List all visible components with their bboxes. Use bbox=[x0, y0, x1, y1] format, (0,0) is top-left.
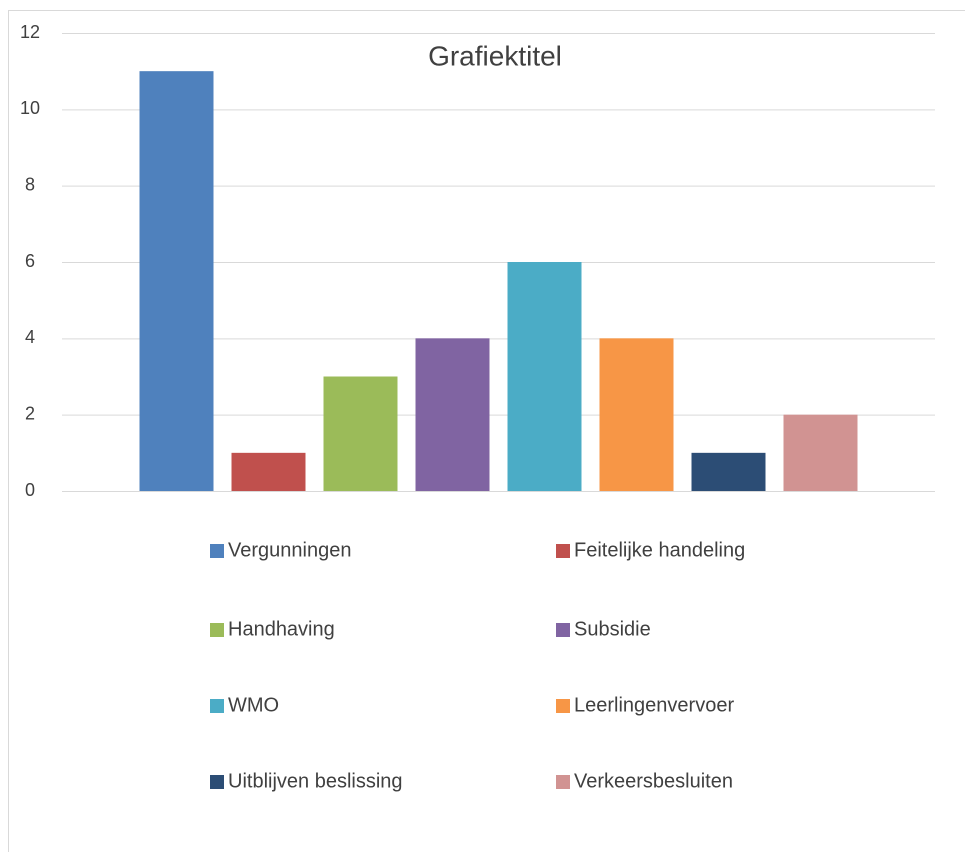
y-tick-label: 10 bbox=[20, 98, 40, 118]
legend-label: Verkeersbesluiten bbox=[574, 770, 733, 792]
y-tick-label: 2 bbox=[25, 403, 35, 423]
bar bbox=[231, 452, 306, 491]
legend-label: Vergunningen bbox=[228, 539, 351, 561]
bar bbox=[691, 452, 766, 491]
legend-label: WMO bbox=[228, 694, 279, 716]
y-tick-label: 12 bbox=[20, 22, 40, 42]
bar bbox=[507, 262, 582, 491]
y-tick-label: 6 bbox=[25, 251, 35, 271]
legend-label: Feitelijke handeling bbox=[574, 539, 745, 561]
legend-swatch bbox=[210, 699, 224, 713]
bar bbox=[139, 71, 214, 492]
legend-swatch bbox=[556, 544, 570, 558]
chart-title: Grafiektitel bbox=[428, 40, 562, 71]
y-tick-label: 8 bbox=[25, 174, 35, 194]
bar bbox=[415, 338, 490, 491]
bar bbox=[599, 338, 674, 491]
legend-label: Leerlingenvervoer bbox=[574, 694, 734, 716]
legend-swatch bbox=[210, 775, 224, 789]
legend-swatch bbox=[556, 623, 570, 637]
y-tick-label: 4 bbox=[25, 327, 35, 347]
bar bbox=[783, 414, 858, 491]
y-tick-label: 0 bbox=[25, 480, 35, 500]
legend-swatch bbox=[210, 623, 224, 637]
legend-label: Subsidie bbox=[574, 618, 651, 640]
bar bbox=[323, 376, 398, 491]
legend-swatch bbox=[556, 775, 570, 789]
legend-label: Handhaving bbox=[228, 618, 335, 640]
legend-swatch bbox=[556, 699, 570, 713]
legend-label: Uitblijven beslissing bbox=[228, 770, 403, 792]
legend-swatch bbox=[210, 544, 224, 558]
